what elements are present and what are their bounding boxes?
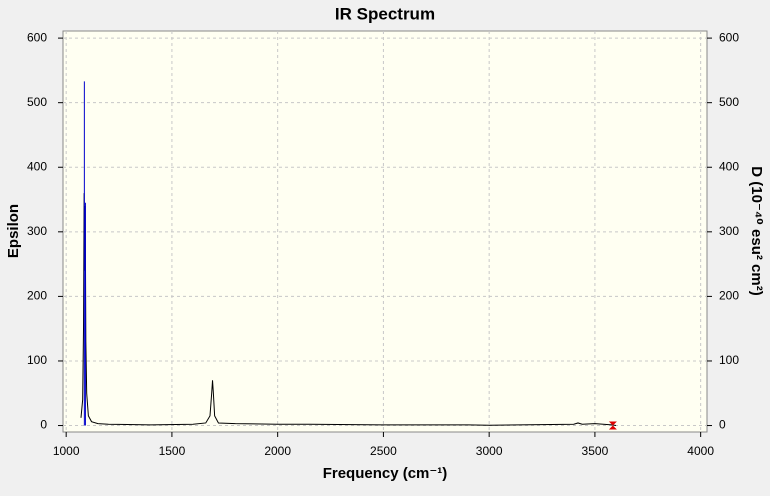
x-tick-label: 3500 <box>582 444 609 458</box>
chart-title: IR Spectrum <box>335 4 435 23</box>
y-axis-title: Epsilon <box>5 204 22 258</box>
y-tick-label: 0 <box>40 418 47 432</box>
x-tick-label: 4000 <box>687 444 714 458</box>
y2-tick-label: 600 <box>719 30 739 44</box>
y2-axis-title: D (10⁻⁴⁰ esu² cm²) <box>748 166 765 295</box>
y2-tick-label: 100 <box>719 353 739 367</box>
y-tick-label: 100 <box>27 353 47 367</box>
y-tick-label: 200 <box>27 289 47 303</box>
x-tick-label: 3000 <box>476 444 503 458</box>
y2-tick-label: 400 <box>719 159 739 173</box>
y2-tick-label: 200 <box>719 289 739 303</box>
marker <box>608 421 617 430</box>
x-axis-title: Frequency (cm⁻¹) <box>323 465 448 482</box>
x-tick-label: 2500 <box>370 444 397 458</box>
y-tick-label: 500 <box>27 95 47 109</box>
y-tick-label: 300 <box>27 224 47 238</box>
y2-tick-label: 500 <box>719 95 739 109</box>
y-tick-label: 400 <box>27 159 47 173</box>
x-tick-label: 1000 <box>53 444 80 458</box>
y2-tick-label: 0 <box>719 418 726 432</box>
x-tick-label: 2000 <box>264 444 291 458</box>
y-tick-label: 600 <box>27 30 47 44</box>
y2-tick-label: 300 <box>719 224 739 238</box>
x-tick-label: 1500 <box>159 444 186 458</box>
